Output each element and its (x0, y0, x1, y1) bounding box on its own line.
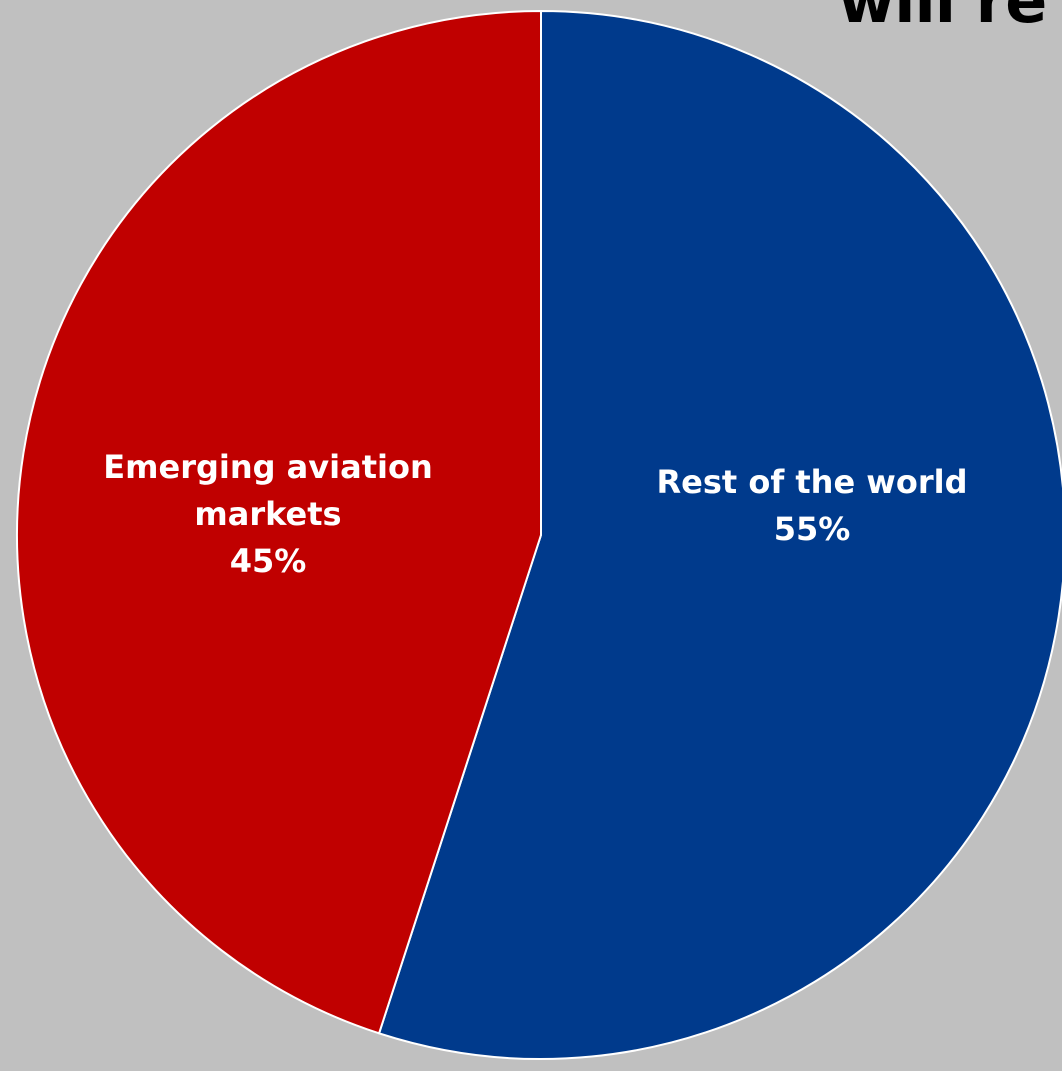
slice-label-2: Emerging aviation markets 45% (103, 448, 432, 580)
slice-category-label: Rest of the world (657, 463, 968, 501)
chart-title-fragment: will re (838, 0, 1047, 37)
slice-value-label: 55% (774, 510, 851, 548)
slice-label-1: Rest of the world 55% (657, 463, 968, 548)
slice-category-label: Emerging aviation (103, 448, 432, 486)
pie-slice-1 (377, 9, 1062, 1060)
pie-slice-2 (16, 9, 542, 1035)
slice-value-label: 45% (230, 542, 307, 580)
slice-category-label: markets (194, 495, 341, 533)
